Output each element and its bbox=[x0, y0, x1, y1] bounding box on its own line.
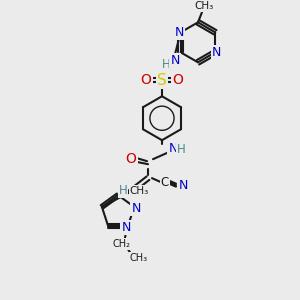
Text: N: N bbox=[168, 142, 178, 155]
Text: N: N bbox=[131, 202, 141, 215]
Text: CH₃: CH₃ bbox=[194, 2, 214, 11]
Text: O: O bbox=[141, 73, 152, 87]
Text: CH₃: CH₃ bbox=[130, 253, 148, 263]
Text: N: N bbox=[212, 46, 221, 59]
Text: C: C bbox=[161, 176, 169, 189]
Text: N: N bbox=[178, 178, 188, 192]
Text: H: H bbox=[162, 58, 170, 71]
Text: O: O bbox=[126, 152, 136, 166]
Text: N: N bbox=[175, 26, 184, 39]
Text: O: O bbox=[172, 73, 183, 87]
Text: CH₂: CH₂ bbox=[112, 239, 130, 249]
Text: N: N bbox=[170, 54, 180, 67]
Text: CH₃: CH₃ bbox=[129, 186, 148, 196]
Text: H: H bbox=[119, 184, 128, 196]
Text: H: H bbox=[177, 143, 185, 156]
Text: S: S bbox=[157, 73, 167, 88]
Text: N: N bbox=[121, 221, 131, 234]
